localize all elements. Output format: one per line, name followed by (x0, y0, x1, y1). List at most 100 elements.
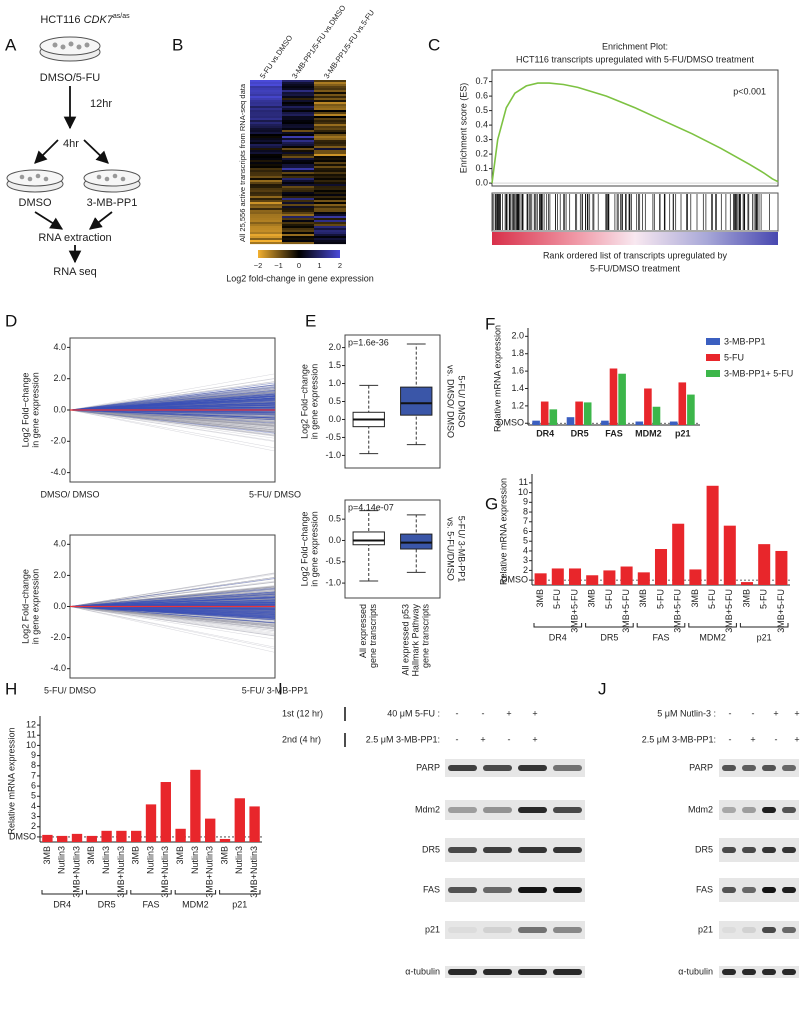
heatmap-cell (314, 204, 346, 207)
colorbar-tick: −2 (254, 261, 263, 270)
y-tick-label: 1.6 (511, 365, 524, 375)
y-tick-label: -1.0 (325, 450, 341, 460)
heatmap-cell (250, 160, 282, 163)
bar (42, 834, 53, 842)
group-bracket (585, 623, 634, 628)
band (762, 927, 776, 933)
heatmap-cell (250, 194, 282, 197)
heatmap-cell (250, 104, 282, 107)
heatmap-cell (314, 158, 346, 161)
heatmap-cell (314, 160, 346, 163)
y-tick-label: -0.5 (325, 556, 341, 566)
x-tick-label: 3MB (690, 589, 700, 608)
heatmap-cell (250, 196, 282, 199)
heatmap-cell (250, 126, 282, 129)
group-bracket (174, 890, 217, 895)
y-axis-label: Relative mRNA expression (492, 325, 502, 432)
box (400, 533, 433, 550)
heatmap-cell (250, 102, 282, 105)
heatmap-cell (282, 168, 314, 171)
bar (160, 782, 171, 842)
heatmap-cell (250, 162, 282, 165)
x-tick-label: 3MB+5-FU (569, 589, 579, 633)
bar (609, 368, 618, 425)
y-tick-label: 0.0 (328, 414, 341, 424)
band (553, 927, 582, 933)
heatmap-cell (314, 118, 346, 121)
bar (575, 401, 583, 425)
heatmap-cell (250, 186, 282, 189)
time-label: 4hr (63, 138, 79, 150)
y-tick-label: 3 (523, 555, 528, 565)
band (553, 765, 582, 771)
bar (131, 830, 142, 842)
bar (669, 421, 678, 425)
heatmap-cell (250, 202, 282, 205)
band (448, 765, 477, 771)
y-tick-label: 8 (523, 506, 528, 516)
colorbar-label: Log2 fold-change in gene expression (226, 273, 374, 283)
group-bracket (85, 890, 128, 895)
group-label: p21 (757, 632, 772, 642)
bar (689, 569, 702, 585)
heatmap-cell (250, 218, 282, 221)
y-tick-label: 0.3 (475, 134, 488, 144)
heatmap-cell (314, 196, 346, 199)
heatmap-cell (314, 94, 346, 97)
heatmap-cell (314, 86, 346, 89)
heatmap-cell (250, 204, 282, 207)
band (553, 887, 582, 893)
band (483, 927, 512, 933)
heatmap-cell (250, 178, 282, 181)
y-axis-label: Relative mRNA expression (498, 478, 508, 585)
lane-sign: + (532, 734, 537, 744)
y-axis-label: Log2 Fold−change (299, 512, 309, 587)
heatmap-cell (250, 164, 282, 167)
heatmap-cell (282, 204, 314, 207)
y-axis-label: Log2 Fold−change (299, 364, 309, 439)
x-tick-label: 3MB+5-FU (724, 589, 734, 633)
treatment: 5 μM Nutlin-3 : (657, 708, 716, 718)
y-tick-label: 7 (523, 516, 528, 526)
x-tick-label: gene transcripts (368, 604, 378, 669)
x-tick-label: 3MB (131, 846, 141, 865)
annotation: p<0.001 (733, 86, 766, 96)
band (448, 887, 477, 893)
x-tick-label: 5-FU (552, 589, 562, 609)
heatmap-cell (282, 222, 314, 225)
heatmap-cell (282, 140, 314, 143)
heatmap-cell (282, 178, 314, 181)
group-label: MDM2 (182, 899, 209, 909)
heatmap-cell (250, 120, 282, 123)
heatmap-cell (250, 148, 282, 151)
heatmap-cell (282, 116, 314, 119)
lane-sign: + (532, 708, 537, 718)
y-tick-label: -2.0 (50, 436, 66, 446)
heatmap-cell (250, 84, 282, 87)
bar (758, 544, 771, 585)
y-tick-label: 4.0 (53, 539, 66, 549)
heatmap-cell (282, 234, 314, 237)
bar (583, 402, 592, 425)
heatmap-cell (314, 120, 346, 123)
y-tick-label: 0.0 (475, 177, 488, 187)
colorbar-tick: 1 (317, 261, 321, 270)
heatmap-cell (314, 128, 346, 131)
group-label: DR5 (98, 899, 116, 909)
heatmap-cell (250, 206, 282, 209)
x-axis-label: 5-FU/DMSO treatment (590, 263, 681, 273)
band (448, 847, 477, 853)
band (782, 847, 796, 853)
heatmap-cell (282, 154, 314, 157)
x-tick-label: FAS (605, 428, 623, 438)
heatmap-cell (314, 168, 346, 171)
heatmap-cell (314, 236, 346, 239)
plot-frame (491, 69, 779, 187)
bar (723, 525, 736, 585)
bar (551, 568, 564, 585)
heatmap-cell (250, 208, 282, 211)
colorbar-tick: −1 (274, 261, 283, 270)
heatmap-cell (250, 170, 282, 173)
bar (86, 835, 97, 842)
heatmap-cell (282, 188, 314, 191)
